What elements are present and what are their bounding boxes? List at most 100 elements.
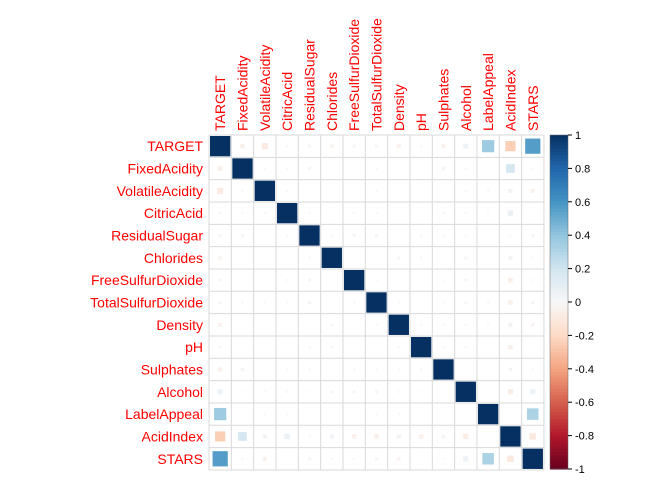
colorbar-segment [550,155,568,159]
corr-cell-Sulphates-TotalSulfurDioxide [375,368,378,371]
corr-cell-AcidIndex-FixedAcidity [238,432,247,441]
corr-cell-Alcohol-Alcohol [455,381,476,402]
corr-cell-ResidualSugar-FixedAcidity [241,234,244,237]
colorbar-segment [550,322,568,326]
colorbar-tick-label: 0.4 [575,230,590,242]
corr-cell-STARS-STARS [522,448,543,469]
corr-cell-TARGET-FixedAcidity [240,143,245,149]
colorbar-segment [550,365,568,370]
colorbar-segment [550,338,568,343]
colorbar-tick-label: 0.6 [575,197,590,209]
corr-cell-Sulphates-FreeSulfurDioxide [353,368,356,371]
corr-cell-Density-Chlorides [330,323,334,327]
colorbar-segment [550,448,568,453]
colorbar-segment [550,302,568,306]
colorbar-segment [550,278,568,283]
corr-cell-FixedAcidity-CitricAcid [286,167,289,170]
colorbar-segment [550,312,568,316]
corr-cell-LabelAppeal-LabelAppeal [477,403,499,425]
colorbar-segment [550,308,568,313]
corr-cell-AcidIndex-TotalSulfurDioxide [374,434,379,439]
corr-cell-TARGET-Chlorides [330,144,334,148]
colorbar-segment [550,442,568,447]
colorbar-tick-label: 1 [575,130,581,142]
corr-cell-LabelAppeal-VolatileAcidity [263,413,266,416]
colorbar-segment [550,428,568,433]
corr-cell-Alcohol-TARGET [217,389,223,395]
colorbar-segment [550,345,568,350]
corr-cell-CitricAcid-TARGET [219,212,222,215]
col-label-VolatileAcidity: VolatileAcidity [257,45,273,131]
colorbar-segment [550,405,568,410]
corr-cell-CitricAcid-TotalSulfurDioxide [375,212,378,215]
colorbar-tick-label: -0.2 [575,330,594,342]
colorbar-segment [550,388,568,393]
corr-cell-VolatileAcidity-STARS [530,188,535,193]
corr-cell-FixedAcidity-Alcohol [464,167,467,170]
row-label-Chlorides: Chlorides [144,250,203,266]
col-label-Alcohol: Alcohol [458,85,474,131]
colorbar-tick-label: -0.4 [575,364,594,376]
col-label-ResidualSugar: ResidualSugar [301,39,317,131]
corr-cell-Alcohol-AcidIndex [507,389,514,395]
corr-cell-Density-pH [420,323,423,326]
colorbar-segment [550,151,568,156]
colorbar-segment [550,465,568,470]
col-label-Sulphates: Sulphates [435,69,451,131]
corr-cell-VolatileAcidity-TotalSulfurDioxide [375,189,378,192]
colorbar-segment [550,362,568,367]
corr-cell-CitricAcid-VolatileAcidity [263,212,266,215]
row-label-VolatileAcidity: VolatileAcidity [117,183,203,199]
corr-cell-FixedAcidity-ResidualSugar [308,167,311,170]
corr-cell-STARS-Alcohol [463,456,469,462]
corr-cell-CitricAcid-FreeSulfurDioxide [353,212,356,215]
corr-cell-AcidIndex-FreeSulfurDioxide [351,434,357,439]
colorbar-segment [550,438,568,443]
colorbar-segment [550,432,568,437]
colorbar-segment [550,221,568,226]
colorbar-tick-label: 0 [575,297,581,309]
colorbar-tick-label: 0.8 [575,163,590,175]
corr-cell-AcidIndex-ResidualSugar [308,435,311,438]
colorbar-segment [550,201,568,206]
corr-cell-ResidualSugar-ResidualSugar [299,225,320,246]
col-label-TARGET: TARGET [212,75,228,131]
corr-cell-Chlorides-pH [420,256,423,259]
corr-cell-FixedAcidity-TotalSulfurDioxide [375,167,378,170]
corr-cell-ResidualSugar-TARGET [218,234,222,237]
corr-cell-STARS-VolatileAcidity [262,456,267,461]
corr-cell-Density-STARS [531,323,535,327]
row-label-Density: Density [156,317,203,333]
colorbar-segment [550,268,568,273]
colorbar-segment [550,348,568,353]
correlation-cells [210,136,543,469]
colorbar-tick-label: 0.2 [575,264,590,276]
corr-cell-FreeSulfurDioxide-TotalSulfurDioxide [375,279,378,282]
corr-cell-CitricAcid-LabelAppeal [487,212,490,215]
colorbar-segment [550,325,568,330]
colorbar-segment [550,462,568,467]
colorbar-segment [550,408,568,413]
colorbar-segment [550,161,568,166]
corr-cell-Alcohol-FreeSulfurDioxide [352,390,356,394]
corr-cell-STARS-Chlorides [330,457,333,460]
colorbar-segment [550,211,568,216]
colorbar-tick-label: -0.8 [575,431,594,443]
colorbar-segment [550,138,568,143]
colorbar-segment [550,255,568,260]
colorbar-segment [550,135,568,139]
corr-cell-TotalSulfurDioxide-CitricAcid [286,301,289,304]
colorbar-segment [550,248,568,253]
row-label-FixedAcidity: FixedAcidity [128,160,203,176]
colorbar-segment [550,395,568,400]
colorbar-segment [550,288,568,293]
corr-cell-LabelAppeal-STARS [527,408,539,420]
corr-cell-STARS-ResidualSugar [308,457,311,461]
colorbar-segment [550,352,568,357]
corr-cell-ResidualSugar-pH [420,234,423,237]
colorbar-segment [550,378,568,383]
corr-cell-AcidIndex-VolatileAcidity [262,434,267,439]
colorbar-segment [550,298,568,303]
corr-cell-Alcohol-VolatileAcidity [263,390,266,393]
corr-cell-pH-Chlorides [330,346,333,349]
